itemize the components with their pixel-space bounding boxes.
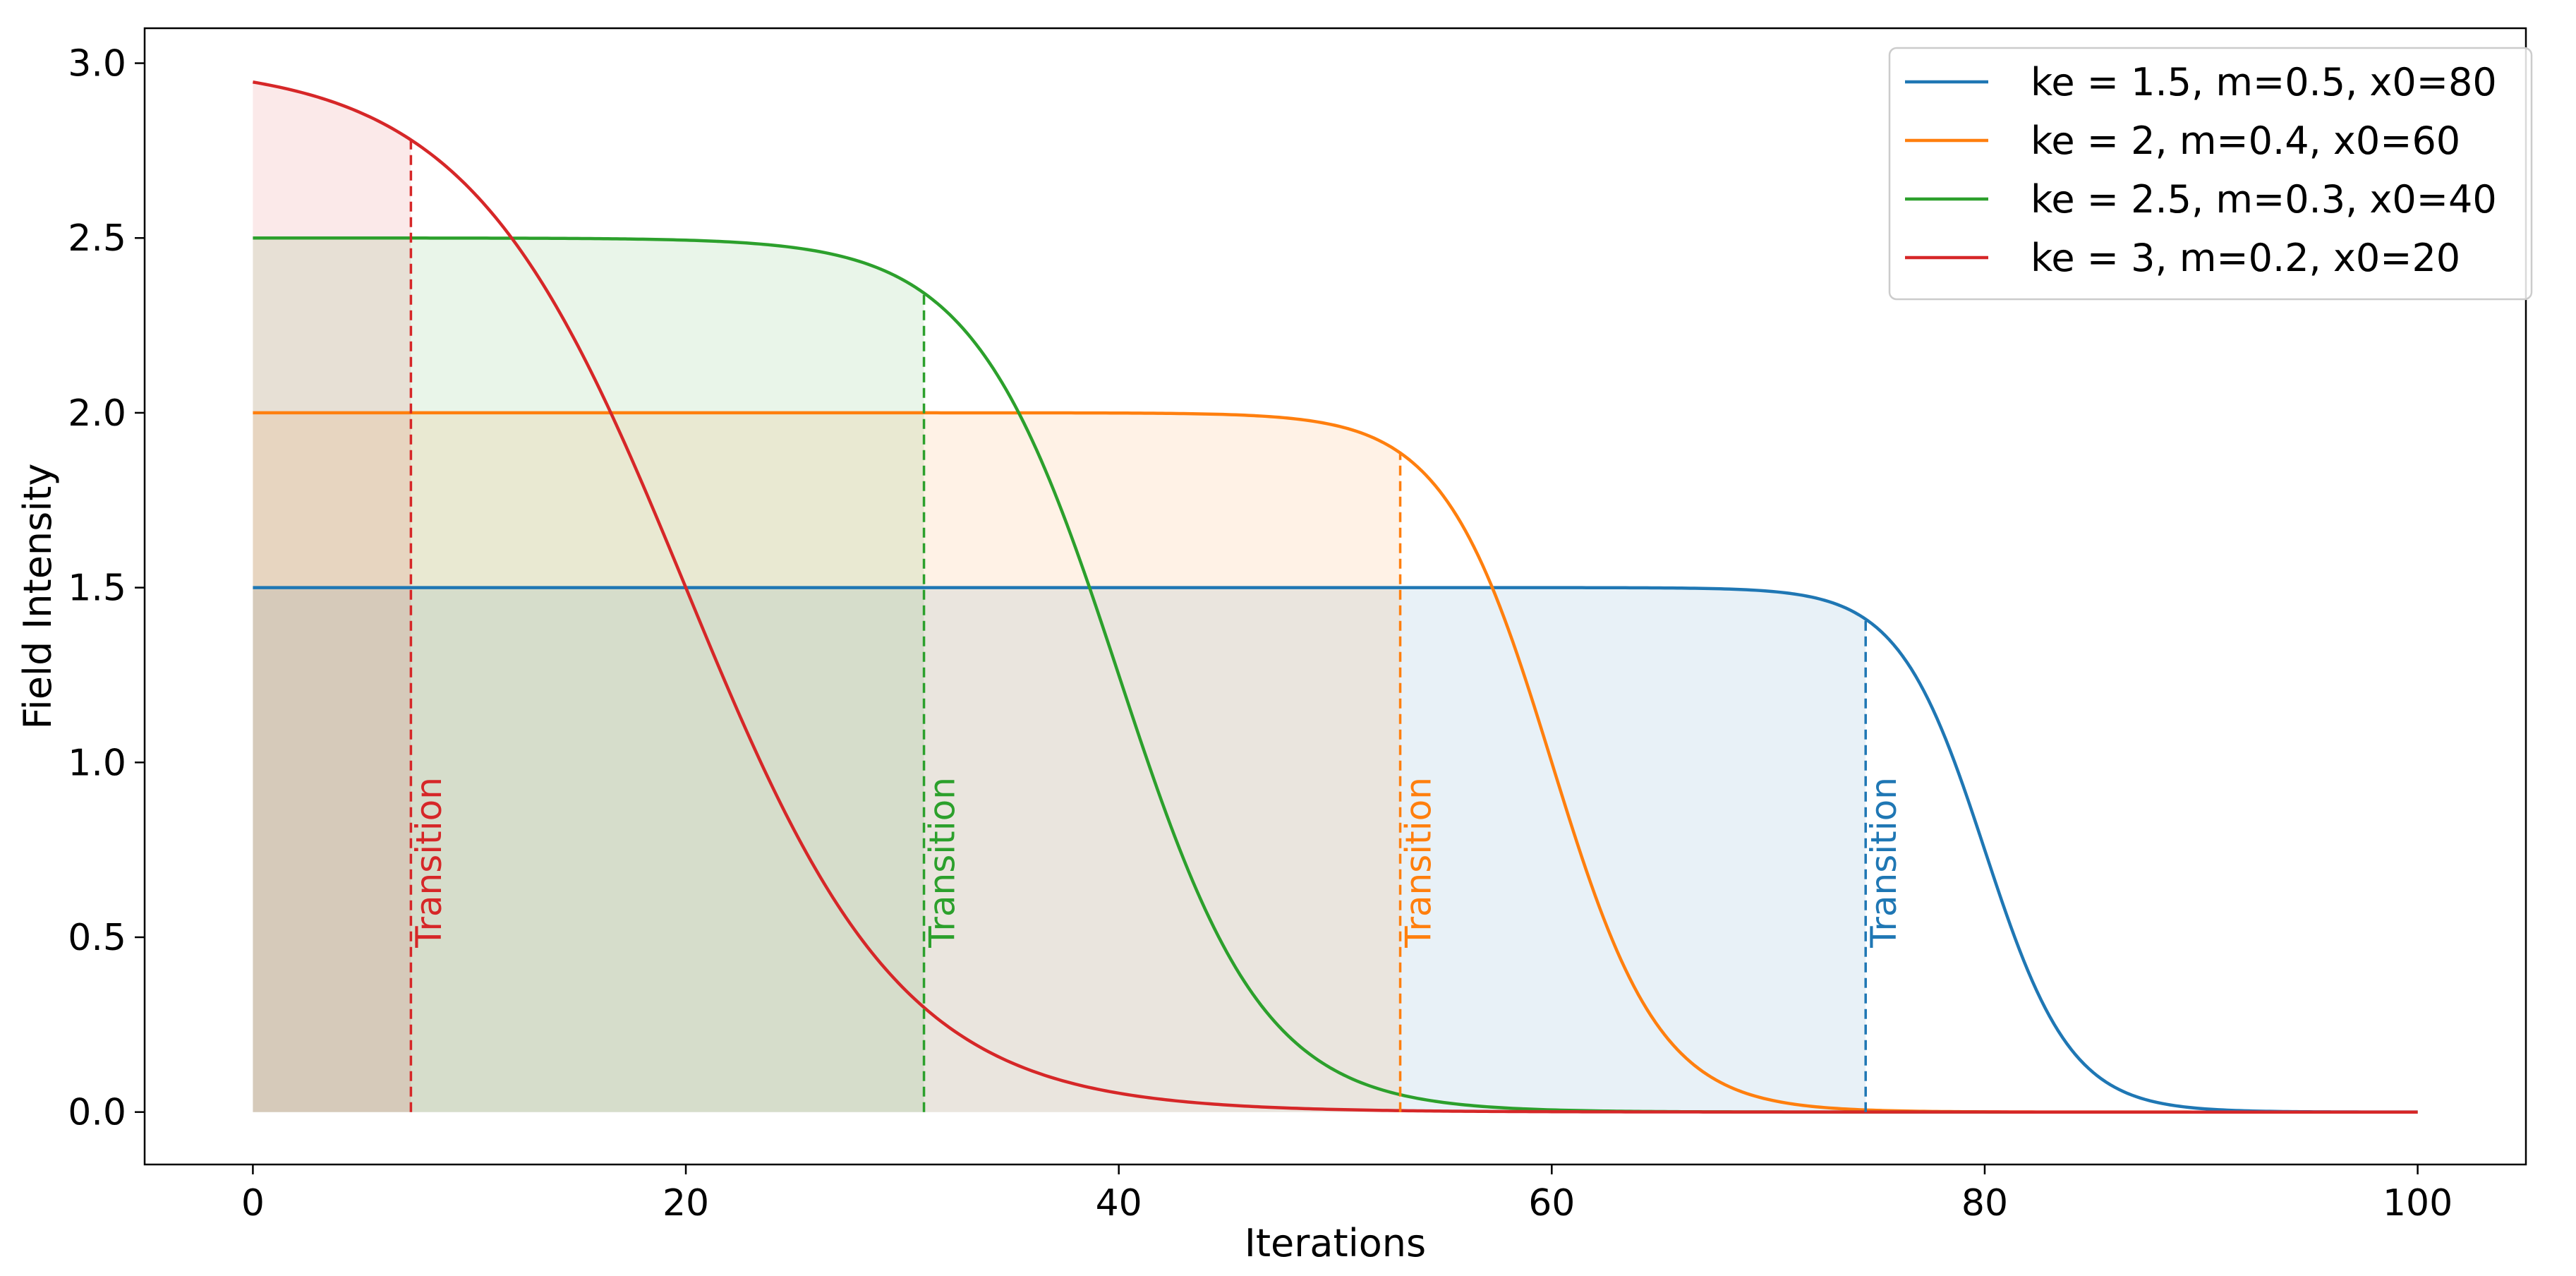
legend: ke = 1.5, m=0.5, x0=80 ke = 2, m=0.4, x0=… [1888,47,2533,301]
series-4-line [253,80,2418,1114]
series-3-transition-label: Transition [921,777,962,949]
y-tick-label: 0.5 [68,917,126,959]
y-tick-label: 3.0 [68,43,126,85]
y-tick-label: 1.0 [68,742,126,784]
x-tick-label: 20 [663,1182,709,1224]
x-tick-label: 100 [2383,1182,2453,1224]
plot-frame [143,27,2527,1166]
series-1-transition-label: Transition [1863,777,1904,949]
series-4-transition-label: Transition [409,777,449,949]
series-lines [253,80,2418,1114]
x-axis-label: Iterations [1245,1221,1426,1265]
y-tick-label: 2.5 [68,217,126,260]
series-1-shaded-region [253,587,1866,1112]
legend-label: ke = 1.5, m=0.5, x0=80 [2031,60,2497,104]
legend-box [1888,47,2533,301]
series-3-shaded-region [253,238,924,1112]
legend-label: ke = 2.5, m=0.3, x0=40 [2031,177,2497,222]
y-tick-label: 1.5 [68,567,126,610]
y-axis: 0.0 0.5 1.0 1.5 2.0 2.5 3.0 [68,43,145,1134]
transition-markers: Transition Transition Transition Transition [409,140,1904,1112]
series-2-transition-label: Transition [1398,777,1439,949]
series-1-line [253,586,2418,1114]
legend-label: ke = 3, m=0.2, x0=20 [2031,236,2460,280]
series-4-shaded-region [253,82,411,1112]
x-tick-label: 40 [1096,1182,1142,1224]
x-tick-label: 80 [1961,1182,2008,1224]
legend-label: ke = 2, m=0.4, x0=60 [2031,119,2460,163]
y-tick-label: 0.0 [68,1092,126,1134]
x-axis: 0 20 40 60 80 100 [241,1164,2453,1224]
y-axis-label: Field Intensity [16,464,60,730]
y-tick-label: 2.0 [68,392,126,435]
x-tick-label: 60 [1528,1182,1575,1224]
shaded-regions [253,82,1866,1112]
x-tick-label: 0 [241,1182,265,1224]
